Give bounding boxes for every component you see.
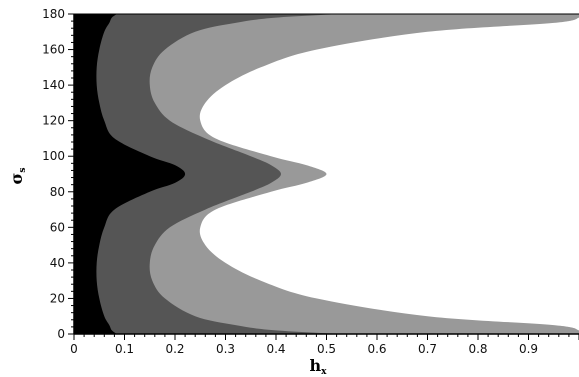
x-tick-label: 0 (70, 342, 78, 356)
x-tick-label: 0.5 (317, 342, 336, 356)
y-tick-label: 160 (42, 43, 65, 57)
x-tick-label: 0.6 (367, 342, 386, 356)
y-tick-label: 120 (42, 114, 65, 128)
y-tick-label: 140 (42, 78, 65, 92)
x-tick-label: 0.8 (468, 342, 487, 356)
contour-region-3 (74, 14, 579, 334)
y-tick-label: 40 (50, 256, 65, 270)
y-tick-label: 100 (42, 149, 65, 163)
plot-regions (74, 14, 579, 334)
x-tick-label: 0.3 (216, 342, 235, 356)
y-tick-label: 20 (50, 291, 65, 305)
contour-region-2 (74, 14, 342, 334)
x-tick-label: 0.4 (266, 342, 285, 356)
y-axis-label: σs (7, 168, 28, 185)
contour-region-1 (74, 14, 186, 334)
y-tick-label: 0 (57, 327, 65, 341)
x-tick-label: 0.1 (115, 342, 134, 356)
x-tick-label: 0.7 (418, 342, 437, 356)
x-axis-label: hx (309, 356, 327, 377)
y-tick-label: 180 (42, 7, 65, 21)
y-tick-label: 80 (50, 185, 65, 199)
x-tick-label: 0.9 (519, 342, 538, 356)
axis-labels: hx σs (7, 168, 327, 377)
x-tick-label: 0.2 (165, 342, 184, 356)
x-axis-ticks: 0 0.1 0.2 0.3 0.4 0.5 0.6 0.7 0.8 0.9 (70, 334, 579, 356)
y-axis-ticks: 0 20 40 60 80 100 120 140 160 180 (42, 7, 74, 341)
y-tick-label: 60 (50, 220, 65, 234)
